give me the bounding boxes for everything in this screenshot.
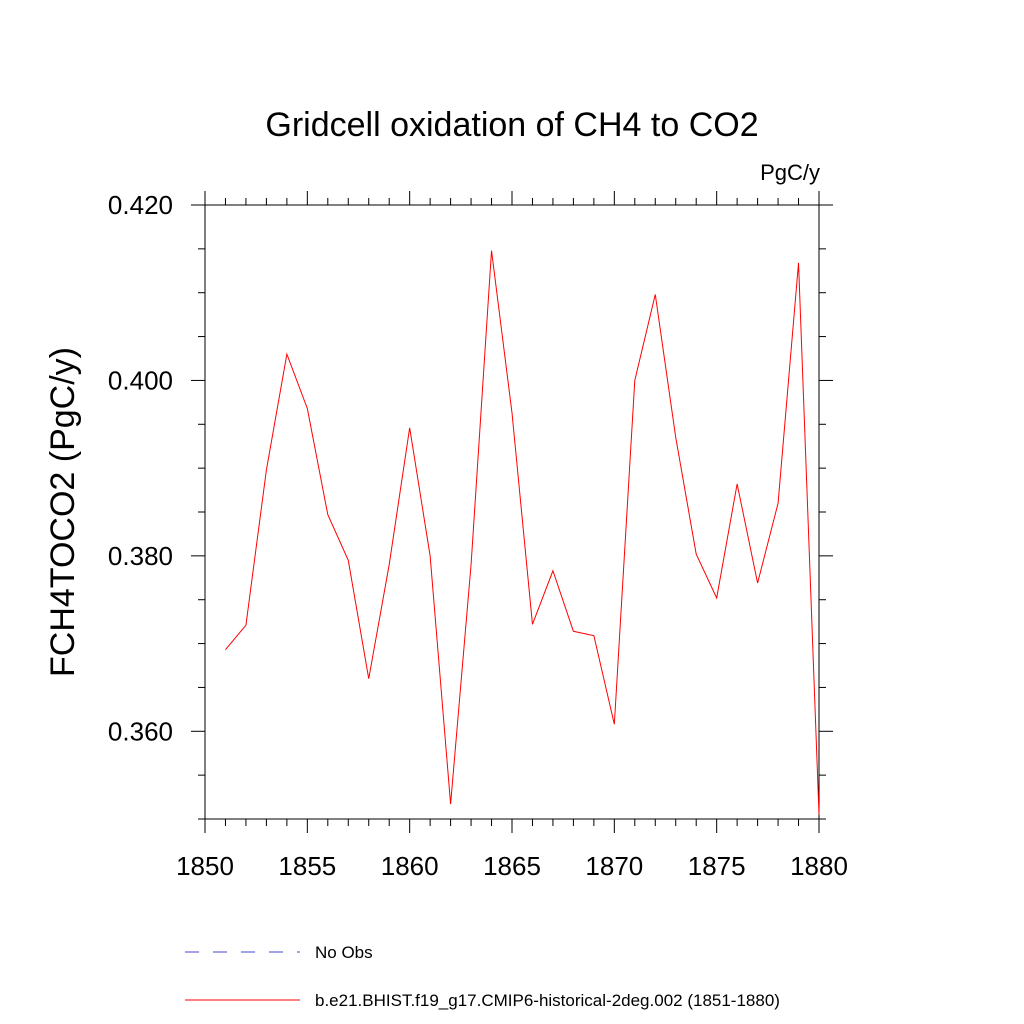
- chart-title: Gridcell oxidation of CH4 to CO2: [265, 106, 758, 144]
- x-tick-label: 1870: [585, 851, 643, 881]
- plot-axes: [204, 204, 820, 820]
- units-label: PgC/y: [760, 160, 820, 185]
- plot-frame: [204, 204, 820, 820]
- x-tick-label: 1865: [483, 851, 541, 881]
- series-group: [225, 250, 820, 815]
- x-tick-label: 1855: [278, 851, 336, 881]
- y-tick-label: 0.420: [108, 190, 173, 220]
- x-tick-label: 1880: [790, 851, 848, 881]
- x-tick-label: 1860: [381, 851, 439, 881]
- legend-label: b.e21.BHIST.f19_g17.CMIP6-historical-2de…: [315, 991, 780, 1010]
- series-line: [225, 250, 820, 815]
- y-tick-label: 0.360: [108, 716, 173, 746]
- legend: No Obs b.e21.BHIST.f19_g17.CMIP6-historic…: [185, 943, 780, 1010]
- axis-ticks: 1850 1855 1860 1865 1870 1875 1880 0.360 0.380 0.…: [108, 190, 848, 881]
- y-tick-label: 0.380: [108, 541, 173, 571]
- y-axis-label: FCH4TOCO2 (PgC/y): [44, 347, 82, 677]
- x-tick-label: 1850: [176, 851, 234, 881]
- legend-label: No Obs: [315, 943, 373, 962]
- y-tick-label: 0.400: [108, 365, 173, 395]
- x-tick-label: 1875: [688, 851, 746, 881]
